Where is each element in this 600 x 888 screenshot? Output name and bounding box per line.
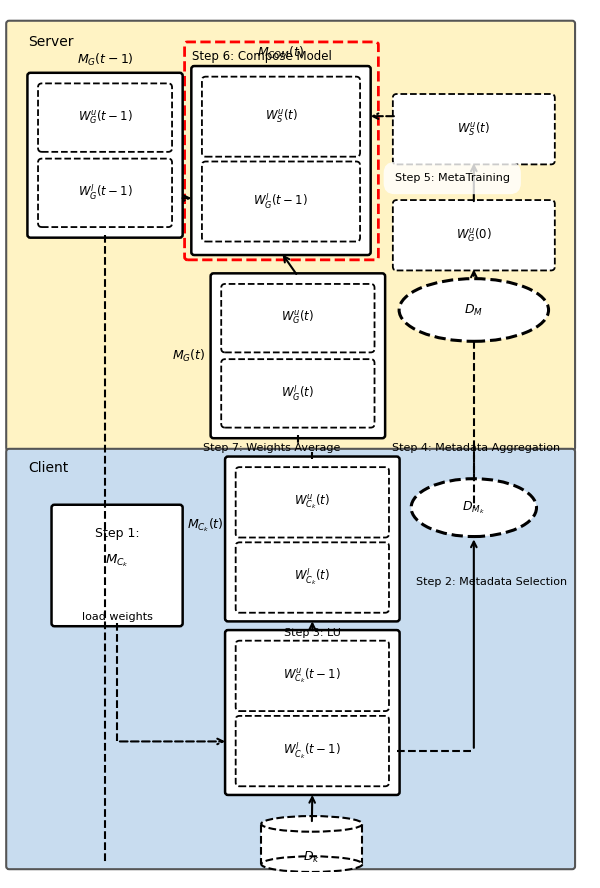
FancyBboxPatch shape bbox=[221, 284, 374, 353]
FancyBboxPatch shape bbox=[38, 159, 172, 227]
FancyBboxPatch shape bbox=[28, 73, 182, 238]
Text: $D_k$: $D_k$ bbox=[304, 850, 320, 865]
Text: $W_{C_k}^l(t-1)$: $W_{C_k}^l(t-1)$ bbox=[283, 741, 341, 761]
FancyBboxPatch shape bbox=[211, 274, 385, 438]
Text: $W_{C_k}^u(t-1)$: $W_{C_k}^u(t-1)$ bbox=[283, 666, 341, 685]
Text: $W_G^u(t-1)$: $W_G^u(t-1)$ bbox=[77, 108, 133, 126]
Text: Step 4: Metadata Aggregation: Step 4: Metadata Aggregation bbox=[392, 443, 560, 453]
Text: $D_{M_k}$: $D_{M_k}$ bbox=[463, 499, 485, 516]
Text: $M_{C_k}$: $M_{C_k}$ bbox=[105, 552, 129, 569]
Text: Step 7: Weights Average: Step 7: Weights Average bbox=[203, 443, 340, 453]
Text: $W_G^l(t-1)$: $W_G^l(t-1)$ bbox=[77, 183, 133, 202]
Text: Step 5: MetaTraining: Step 5: MetaTraining bbox=[395, 173, 510, 183]
Bar bbox=[261, 824, 362, 864]
FancyBboxPatch shape bbox=[38, 83, 172, 152]
Text: Step 1:: Step 1: bbox=[95, 527, 139, 540]
Text: Server: Server bbox=[28, 36, 74, 49]
FancyBboxPatch shape bbox=[6, 448, 575, 869]
Text: Client: Client bbox=[28, 462, 68, 475]
Text: $W_G^u(t)$: $W_G^u(t)$ bbox=[281, 309, 314, 327]
Text: $D_M$: $D_M$ bbox=[464, 303, 483, 318]
Ellipse shape bbox=[399, 279, 548, 341]
FancyBboxPatch shape bbox=[393, 94, 555, 164]
Text: $M_{C_k}(t)$: $M_{C_k}(t)$ bbox=[187, 516, 223, 534]
Text: Step 6: Compose Model: Step 6: Compose Model bbox=[192, 50, 332, 63]
Text: $W_G^u(0)$: $W_G^u(0)$ bbox=[456, 226, 492, 244]
FancyBboxPatch shape bbox=[393, 200, 555, 271]
Text: $W_G^l(t)$: $W_G^l(t)$ bbox=[281, 384, 314, 402]
FancyBboxPatch shape bbox=[202, 162, 360, 242]
Text: $W_{C_k}^u(t)$: $W_{C_k}^u(t)$ bbox=[294, 492, 331, 511]
Text: load weights: load weights bbox=[82, 612, 152, 622]
FancyBboxPatch shape bbox=[52, 504, 182, 626]
Ellipse shape bbox=[411, 479, 536, 536]
FancyBboxPatch shape bbox=[225, 456, 400, 622]
Text: $W_{C_k}^l(t)$: $W_{C_k}^l(t)$ bbox=[294, 567, 331, 588]
Ellipse shape bbox=[261, 816, 362, 832]
FancyBboxPatch shape bbox=[225, 630, 400, 795]
FancyBboxPatch shape bbox=[236, 640, 389, 711]
Text: $W_G^l(t-1)$: $W_G^l(t-1)$ bbox=[253, 191, 308, 210]
Text: $M_G(t)$: $M_G(t)$ bbox=[172, 348, 206, 364]
Text: $W_S^u(t)$: $W_S^u(t)$ bbox=[457, 121, 490, 138]
Ellipse shape bbox=[261, 856, 362, 872]
Text: Step 3: LU: Step 3: LU bbox=[284, 628, 341, 638]
FancyBboxPatch shape bbox=[236, 467, 389, 537]
FancyBboxPatch shape bbox=[221, 359, 374, 428]
FancyBboxPatch shape bbox=[236, 716, 389, 786]
Text: $M_G(t-1)$: $M_G(t-1)$ bbox=[77, 52, 133, 68]
FancyBboxPatch shape bbox=[191, 66, 371, 255]
Text: Step 2: Metadata Selection: Step 2: Metadata Selection bbox=[416, 577, 567, 587]
Text: $W_S^u(t)$: $W_S^u(t)$ bbox=[265, 107, 298, 125]
FancyBboxPatch shape bbox=[236, 543, 389, 613]
FancyBboxPatch shape bbox=[6, 20, 575, 451]
Text: $M_{COM}(t)$: $M_{COM}(t)$ bbox=[257, 45, 305, 61]
FancyBboxPatch shape bbox=[202, 76, 360, 156]
